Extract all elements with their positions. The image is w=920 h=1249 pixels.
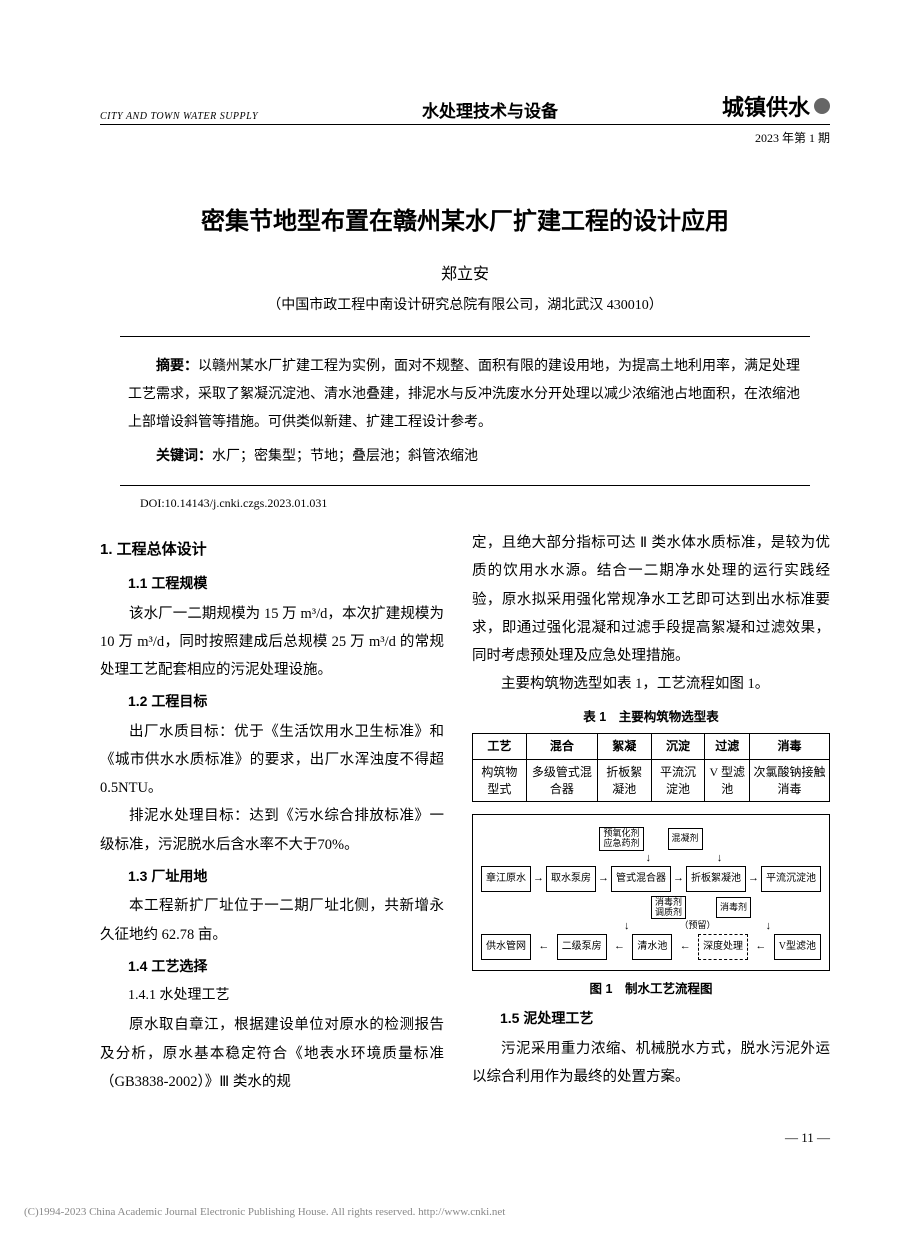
abstract-text: 摘要：以赣州某水厂扩建工程为实例，面对不规整、面积有限的建设用地，为提高土地利用… bbox=[128, 351, 802, 437]
table-1-caption: 表 1 主要构筑物选型表 bbox=[472, 705, 830, 729]
table-cell: 折板絮凝池 bbox=[597, 759, 651, 802]
heading-1-5: 1.5 泥处理工艺 bbox=[472, 1005, 830, 1032]
heading-1-4: 1.4 工艺选择 bbox=[100, 953, 444, 980]
keywords-body: 水厂；密集型；节地；叠层池；斜管浓缩池 bbox=[212, 449, 478, 464]
flow-reserve-label: （预留） bbox=[679, 921, 715, 932]
body-columns: 1. 工程总体设计 1.1 工程规模 该水厂一二期规模为 15 万 m³/d，本… bbox=[100, 529, 830, 1096]
arrow-right-icon: → bbox=[598, 868, 609, 889]
arrow-left-icon: ← bbox=[680, 936, 691, 957]
figure-1-caption: 图 1 制水工艺流程图 bbox=[472, 977, 830, 1001]
arrow-down-icon: ↓ bbox=[624, 921, 630, 932]
keywords-text: 关键词：水厂；密集型；节地；叠层池；斜管浓缩池 bbox=[128, 441, 802, 471]
para: 主要构筑物选型如表 1，工艺流程如图 1。 bbox=[472, 670, 830, 698]
abstract-label: 摘要： bbox=[156, 357, 198, 373]
table-header-cell: 工艺 bbox=[473, 733, 527, 759]
table-header-cell: 消毒 bbox=[750, 733, 830, 759]
flow-node: 管式混合器 bbox=[611, 866, 671, 892]
column-right: 定，且绝大部分指标可达 Ⅱ 类水体水质标准，是较为优质的饮用水水源。结合一二期净… bbox=[472, 529, 830, 1096]
arrow-row: ↓ （预留） ↓ bbox=[481, 921, 821, 932]
para: 排泥水处理目标：达到《污水综合排放标准》一级标准，污泥脱水后含水率不大于70%。 bbox=[100, 802, 444, 859]
arrow-row: ↓↓ bbox=[481, 853, 821, 864]
arrow-down-icon: ↓ bbox=[766, 921, 772, 932]
table-cell: V 型滤池 bbox=[705, 759, 750, 802]
flow-label: 混凝剂 bbox=[668, 828, 703, 850]
journal-title: 城镇供水 bbox=[722, 90, 810, 122]
table-cell: 构筑物型式 bbox=[473, 759, 527, 802]
flow-bottom-row: 供水管网 ← 二级泵房 ← 清水池 ← 深度处理 ← V型滤池 bbox=[481, 934, 821, 960]
flow-node: 取水泵房 bbox=[546, 866, 596, 892]
issue-info: 2023 年第 1 期 bbox=[100, 129, 830, 146]
arrow-right-icon: → bbox=[673, 868, 684, 889]
page-number: — 11 — bbox=[100, 1130, 830, 1146]
keywords-label: 关键词： bbox=[156, 447, 212, 463]
flow-node: 章江原水 bbox=[481, 866, 531, 892]
figure-1-flowchart: 预氧化剂 应急药剂 混凝剂 ↓↓ 章江原水 → 取水泵房 → 管式混合器 → 折… bbox=[472, 814, 830, 971]
para: 出厂水质目标：优于《生活饮用水卫生标准》和《城市供水水质标准》的要求，出厂水浑浊… bbox=[100, 718, 444, 803]
table-header-cell: 混合 bbox=[526, 733, 597, 759]
table-1: 工艺 混合 絮凝 沉淀 过滤 消毒 构筑物型式 多级管式混合器 折板絮凝池 平流… bbox=[472, 733, 830, 802]
table-cell: 平流沉淀池 bbox=[651, 759, 705, 802]
table-cell: 多级管式混合器 bbox=[526, 759, 597, 802]
flow-node: 二级泵房 bbox=[557, 934, 607, 960]
arrow-left-icon: ← bbox=[538, 936, 549, 957]
footer-copyright: (C)1994-2023 China Academic Journal Elec… bbox=[24, 1206, 920, 1218]
doi: DOI:10.14143/j.cnki.czgs.2023.01.031 bbox=[140, 496, 810, 511]
arrow-down-icon: ↓ bbox=[645, 853, 651, 864]
heading-1-2: 1.2 工程目标 bbox=[100, 688, 444, 715]
heading-1-3: 1.3 厂址用地 bbox=[100, 863, 444, 890]
flow-node: V型滤池 bbox=[774, 934, 821, 960]
heading-1: 1. 工程总体设计 bbox=[100, 535, 444, 564]
flow-label-row: 预氧化剂 应急药剂 混凝剂 bbox=[481, 827, 821, 851]
flow-label: 预氧化剂 应急药剂 bbox=[599, 827, 643, 851]
arrow-down-icon: ↓ bbox=[717, 853, 723, 864]
author: 郑立安 bbox=[100, 260, 830, 284]
para: 污泥采用重力浓缩、机械脱水方式，脱水污泥外运以综合利用作为最终的处置方案。 bbox=[472, 1035, 830, 1092]
column-left: 1. 工程总体设计 1.1 工程规模 该水厂一二期规模为 15 万 m³/d，本… bbox=[100, 529, 444, 1096]
flow-node: 清水池 bbox=[632, 934, 672, 960]
para-continued: 定，且绝大部分指标可达 Ⅱ 类水体水质标准，是较为优质的饮用水水源。结合一二期净… bbox=[472, 529, 830, 670]
table-cell: 次氯酸钠接触消毒 bbox=[750, 759, 830, 802]
arrow-right-icon: → bbox=[748, 868, 759, 889]
table-row: 工艺 混合 絮凝 沉淀 过滤 消毒 bbox=[473, 733, 830, 759]
running-header: CITY AND TOWN WATER SUPPLY 水处理技术与设备 城镇供水 bbox=[100, 90, 830, 125]
para: 原水取自章江，根据建设单位对原水的检测报告及分析，原水基本稳定符合《地表水环境质… bbox=[100, 1011, 444, 1096]
page: CITY AND TOWN WATER SUPPLY 水处理技术与设备 城镇供水… bbox=[0, 0, 920, 1186]
flow-label: 消毒剂 bbox=[716, 897, 751, 919]
header-left: CITY AND TOWN WATER SUPPLY bbox=[100, 111, 258, 122]
abstract-body: 以赣州某水厂扩建工程为实例，面对不规整、面积有限的建设用地，为提高土地利用率，满… bbox=[128, 359, 800, 430]
flow-node: 供水管网 bbox=[481, 934, 531, 960]
para: 本工程新扩厂址位于一二期厂址北侧，共新增永久征地约 62.78 亩。 bbox=[100, 892, 444, 949]
flow-top-row: 章江原水 → 取水泵房 → 管式混合器 → 折板絮凝池 → 平流沉淀池 bbox=[481, 866, 821, 892]
table-row: 构筑物型式 多级管式混合器 折板絮凝池 平流沉淀池 V 型滤池 次氯酸钠接触消毒 bbox=[473, 759, 830, 802]
arrow-left-icon: ← bbox=[755, 936, 766, 957]
para: 该水厂一二期规模为 15 万 m³/d，本次扩建规模为 10 万 m³/d，同时… bbox=[100, 600, 444, 685]
article-title: 密集节地型布置在赣州某水厂扩建工程的设计应用 bbox=[100, 201, 830, 236]
header-center: 水处理技术与设备 bbox=[422, 97, 558, 122]
journal-logo-icon bbox=[814, 98, 830, 114]
abstract-block: 摘要：以赣州某水厂扩建工程为实例，面对不规整、面积有限的建设用地，为提高土地利用… bbox=[120, 336, 810, 486]
table-header-cell: 絮凝 bbox=[597, 733, 651, 759]
flow-label: 消毒剂 调质剂 bbox=[651, 896, 686, 920]
table-header-cell: 沉淀 bbox=[651, 733, 705, 759]
arrow-right-icon: → bbox=[533, 868, 544, 889]
flow-node: 折板絮凝池 bbox=[686, 866, 746, 892]
heading-1-1: 1.1 工程规模 bbox=[100, 570, 444, 597]
flow-label-row: 消毒剂 调质剂 消毒剂 bbox=[481, 896, 821, 920]
flow-node: 平流沉淀池 bbox=[761, 866, 821, 892]
flow-node: 深度处理 bbox=[698, 934, 748, 960]
table-header-cell: 过滤 bbox=[705, 733, 750, 759]
header-right: 城镇供水 bbox=[722, 90, 830, 122]
arrow-left-icon: ← bbox=[614, 936, 625, 957]
affiliation: （中国市政工程中南设计研究总院有限公司，湖北武汉 430010） bbox=[100, 294, 830, 314]
heading-1-4-1: 1.4.1 水处理工艺 bbox=[100, 982, 444, 1009]
